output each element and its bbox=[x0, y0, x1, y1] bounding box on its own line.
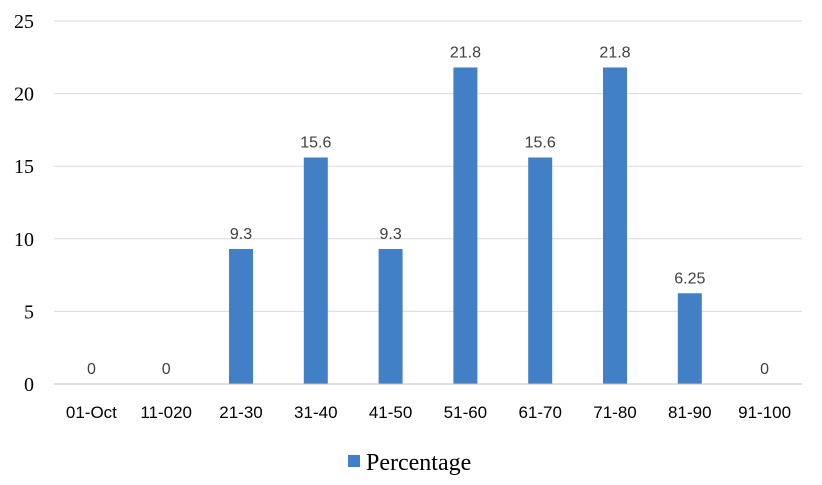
x-tick-label: 91-100 bbox=[738, 403, 791, 422]
bar bbox=[453, 67, 478, 385]
data-label: 21.8 bbox=[450, 44, 481, 61]
gridlines bbox=[54, 20, 802, 312]
x-tick-label: 41-50 bbox=[369, 403, 412, 422]
legend-label: Percentage bbox=[366, 450, 471, 476]
bars bbox=[229, 67, 702, 385]
x-tick-label: 01-Oct bbox=[66, 403, 117, 422]
data-labels: 0 0 9.3 15.6 9.3 21.8 15.6 21.8 6.25 0 bbox=[87, 44, 769, 378]
x-tick-label: 11-020 bbox=[140, 403, 192, 422]
bar bbox=[603, 67, 627, 385]
bar bbox=[528, 157, 553, 384]
bar bbox=[303, 157, 328, 384]
y-tick-label: 20 bbox=[14, 84, 34, 106]
data-label: 21.8 bbox=[599, 44, 630, 61]
bar bbox=[677, 293, 702, 384]
x-tick-label: 61-70 bbox=[518, 403, 561, 422]
y-tick-label: 0 bbox=[24, 374, 34, 396]
x-tick-label: 31-40 bbox=[294, 403, 337, 422]
legend: Percentage bbox=[348, 450, 471, 476]
x-tick-label: 71-80 bbox=[593, 403, 636, 422]
bar bbox=[229, 248, 253, 384]
y-tick-label: 5 bbox=[24, 301, 34, 323]
data-label: 0 bbox=[87, 361, 96, 378]
data-label: 15.6 bbox=[525, 134, 556, 151]
x-axis-ticks: 01-Oct 11-020 21-30 31-40 41-50 51-60 61-70 71-… bbox=[66, 403, 791, 422]
y-tick-label: 15 bbox=[14, 156, 34, 178]
data-label: 9.3 bbox=[379, 226, 401, 243]
y-tick-label: 25 bbox=[14, 11, 34, 33]
data-label: 9.3 bbox=[230, 226, 252, 243]
x-tick-label: 51-60 bbox=[444, 403, 487, 422]
x-tick-label: 81-90 bbox=[668, 403, 711, 422]
y-tick-label: 10 bbox=[14, 229, 34, 251]
data-label: 15.6 bbox=[300, 134, 331, 151]
data-label: 0 bbox=[760, 361, 769, 378]
x-tick-label: 21-30 bbox=[219, 403, 262, 422]
y-axis-ticks: 0 5 10 15 20 25 bbox=[14, 11, 34, 396]
data-label: 0 bbox=[162, 361, 171, 378]
bar bbox=[378, 248, 403, 384]
legend-swatch bbox=[348, 455, 360, 467]
data-label: 6.25 bbox=[674, 270, 705, 287]
